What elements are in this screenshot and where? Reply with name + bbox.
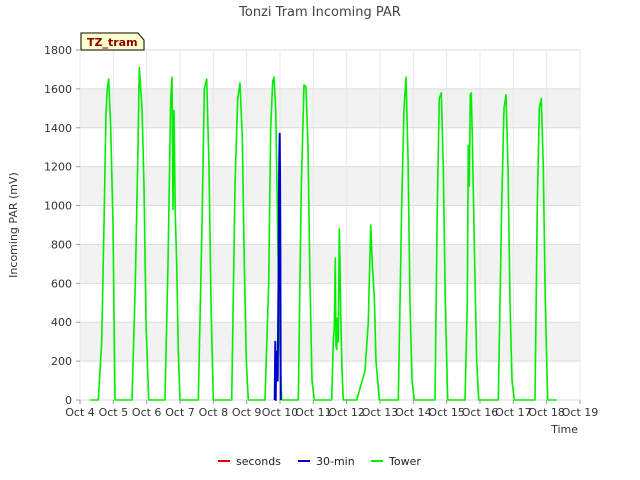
site-tag: TZ_tram bbox=[80, 32, 145, 51]
x-tick-label: Oct 19 bbox=[562, 406, 599, 419]
x-tick-label: Oct 8 bbox=[199, 406, 229, 419]
y-tick-label: 1600 bbox=[44, 83, 72, 96]
x-tick-label: Oct 16 bbox=[462, 406, 499, 419]
y-tick-label: 600 bbox=[51, 277, 72, 290]
legend: seconds 30-min Tower bbox=[218, 455, 421, 468]
x-tick-label: Oct 18 bbox=[528, 406, 565, 419]
x-tick-label: Oct 11 bbox=[295, 406, 332, 419]
y-axis-label: Incoming PAR (mV) bbox=[7, 172, 20, 278]
y-tick-label: 1000 bbox=[44, 200, 72, 213]
y-tick-label: 800 bbox=[51, 238, 72, 251]
axis-ticks: 0 200 400 600 800 1000 1200 1400 1600 1800 Oct 4 Oc… bbox=[44, 44, 598, 419]
plot-band bbox=[80, 88, 580, 128]
x-tick-label: Oct 9 bbox=[232, 406, 262, 419]
x-tick-label: Oct 15 bbox=[428, 406, 465, 419]
x-tick-label: Oct 4 bbox=[65, 406, 95, 419]
y-tick-label: 0 bbox=[65, 394, 72, 407]
y-tick-label: 1200 bbox=[44, 161, 72, 174]
plot-band bbox=[80, 166, 580, 206]
series-line-tower bbox=[90, 66, 557, 401]
x-axis-label: Time bbox=[550, 423, 578, 436]
x-tick-label: Oct 14 bbox=[395, 406, 432, 419]
y-tick-label: 200 bbox=[51, 355, 72, 368]
plot-band bbox=[80, 322, 580, 362]
legend-label: Tower bbox=[388, 455, 421, 468]
series-line-30-min bbox=[273, 132, 282, 401]
x-tick-label: Oct 10 bbox=[262, 406, 299, 419]
chart-title: Tonzi Tram Incoming PAR bbox=[238, 5, 401, 20]
y-tick-label: 1400 bbox=[44, 122, 72, 135]
plot-band bbox=[80, 244, 580, 284]
legend-label: seconds bbox=[236, 455, 281, 468]
y-tick-label: 400 bbox=[51, 316, 72, 329]
x-tick-label: Oct 7 bbox=[165, 406, 195, 419]
x-tick-label: Oct 5 bbox=[99, 406, 129, 419]
series-layer bbox=[90, 66, 557, 401]
x-tick-label: Oct 13 bbox=[362, 406, 399, 419]
gridlines bbox=[79, 49, 581, 401]
site-tag-label: TZ_tram bbox=[87, 36, 138, 49]
y-tick-label: 1800 bbox=[44, 44, 72, 57]
x-tick-label: Oct 17 bbox=[495, 406, 532, 419]
x-tick-label: Oct 6 bbox=[132, 406, 162, 419]
plot-background bbox=[80, 50, 580, 400]
legend-label: 30-min bbox=[316, 455, 355, 468]
x-tick-label: Oct 12 bbox=[328, 406, 365, 419]
site-tag-box bbox=[80, 32, 145, 51]
